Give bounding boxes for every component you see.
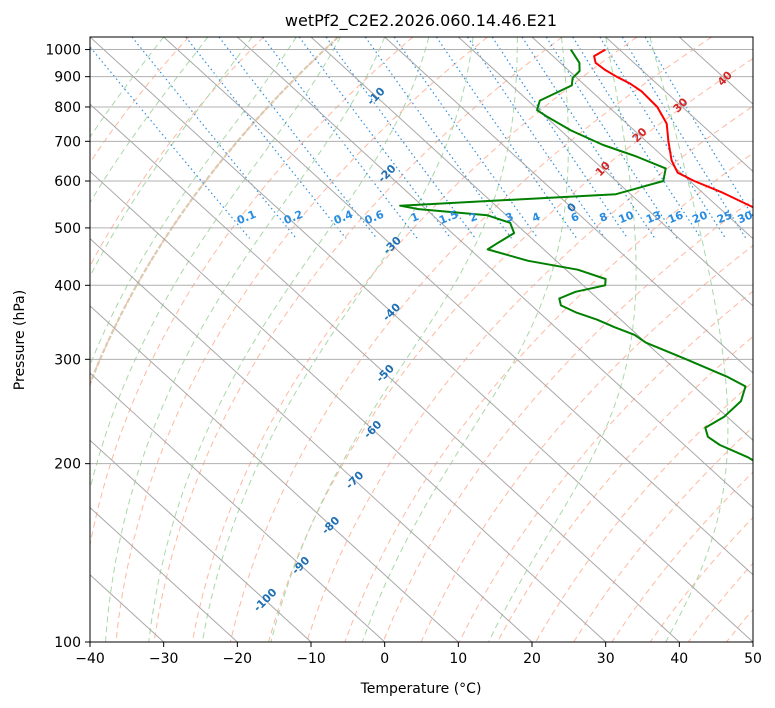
mixing-ratio-line xyxy=(185,37,347,239)
moist-adiabat-line xyxy=(148,37,430,642)
isotherm-line xyxy=(163,37,753,576)
y-axis-label: Pressure (hPa) xyxy=(12,290,28,390)
reference-adiabat-line xyxy=(90,37,339,387)
dry-adiabat-line xyxy=(90,37,414,548)
x-axis-label: Temperature (°C) xyxy=(360,681,482,697)
dry-adiabat-line xyxy=(90,37,264,267)
y-tick-label: 200 xyxy=(54,457,81,473)
background-lines xyxy=(90,37,753,642)
plot-frame xyxy=(89,36,754,643)
x-tick-label: −30 xyxy=(149,651,179,667)
moist-adiabat-line xyxy=(201,37,474,642)
mixing-ratio-label: 30 xyxy=(736,208,755,226)
mixing-ratio-line xyxy=(131,37,297,239)
dry-adiabat-line xyxy=(496,335,753,642)
x-tick-label: 50 xyxy=(744,651,762,667)
x-axis-ticks: −40 −30 −20 −10 0 10 20 30 40 50 xyxy=(75,642,762,667)
mixing-ratio-line xyxy=(90,46,251,239)
dry-adiabat-line xyxy=(306,105,753,642)
mixing-ratio-line xyxy=(262,37,418,239)
mixing-ratio-label: 13 xyxy=(644,209,663,227)
mixing-ratio-line xyxy=(621,37,747,239)
y-tick-label: 900 xyxy=(54,70,81,86)
x-tick-label: 30 xyxy=(597,651,615,667)
y-tick-label: 1000 xyxy=(45,43,81,59)
mixing-ratio-label: 25 xyxy=(715,209,734,227)
dewpoint-profile-line xyxy=(399,49,753,462)
mixing-ratio-label: 10 xyxy=(617,208,636,226)
isotherm-line xyxy=(90,37,753,642)
mixing-ratio-label: 16 xyxy=(666,208,685,226)
isotherm-line xyxy=(90,170,607,642)
mixing-ratio-line xyxy=(298,37,452,239)
mixing-ratio-line xyxy=(599,37,727,239)
x-tick-label: −40 xyxy=(75,651,105,667)
dry-adiabat-line xyxy=(90,37,190,164)
dry-adiabat-line xyxy=(382,198,753,642)
dry-adiabat-line xyxy=(191,37,638,642)
y-tick-label: 300 xyxy=(54,352,81,368)
mixing-ratio-line xyxy=(393,37,539,239)
x-tick-label: −20 xyxy=(223,651,253,667)
dry-adiabat-line xyxy=(115,37,488,642)
y-tick-label: 100 xyxy=(54,635,81,651)
y-tick-label: 800 xyxy=(54,100,81,116)
mixing-ratio-label: 3 xyxy=(504,210,516,225)
moist-adiabat-line xyxy=(90,37,297,367)
isotherm-line xyxy=(90,372,386,642)
temperature-profile-line xyxy=(593,48,753,209)
isotherm-line xyxy=(457,37,753,307)
moist-adiabat-line xyxy=(361,37,569,642)
isotherm-line xyxy=(90,103,680,642)
moist-adiabat-line xyxy=(649,37,729,642)
isotherms xyxy=(90,37,753,642)
x-tick-label: 20 xyxy=(523,651,541,667)
dry-adiabat-line xyxy=(153,37,563,642)
mixing-ratio-label: 20 xyxy=(690,208,709,226)
y-tick-label: 700 xyxy=(54,134,81,150)
dry-adiabat-line xyxy=(535,381,753,642)
moist-adiabat-line xyxy=(90,37,253,278)
x-tick-label: 0 xyxy=(380,651,389,667)
moist-adiabat-line xyxy=(90,37,341,491)
isotherm-line xyxy=(531,37,753,240)
isotherm-line xyxy=(384,37,753,374)
mixing-ratio-line xyxy=(644,37,753,218)
isotherm-line xyxy=(90,439,312,642)
isotherm-line xyxy=(236,37,753,509)
mixing-ratio-label: 1 xyxy=(409,210,421,225)
y-tick-label: 400 xyxy=(54,278,81,294)
isotherm-line xyxy=(90,506,238,642)
pressure-gridlines xyxy=(90,49,753,642)
moist-adiabat-line xyxy=(488,37,637,642)
profile-lines xyxy=(399,48,753,462)
moist-adiabat-line xyxy=(90,37,165,139)
isotherm-line xyxy=(605,37,753,173)
moist-adiabat-line xyxy=(105,37,386,642)
mixing-ratio-label: 8 xyxy=(598,210,610,225)
x-tick-label: −10 xyxy=(296,651,326,667)
mixing-ratio-line xyxy=(364,37,512,239)
dry-adiabat-line xyxy=(268,57,753,642)
moist-adiabat-line xyxy=(90,37,209,204)
x-tick-label: 10 xyxy=(449,651,467,667)
moist-adiabat-line xyxy=(270,37,518,642)
chart-title: wetPf2_C2E2.2026.060.14.46.E21 xyxy=(285,11,557,31)
y-tick-label: 500 xyxy=(54,221,81,237)
isotherm-line xyxy=(90,237,533,642)
y-tick-label: 600 xyxy=(54,174,81,190)
isotherm-line xyxy=(90,305,459,642)
mixing-ratio-label: 2 xyxy=(467,210,479,225)
y-axis-ticks: 100 200 300 400 500 600 700 800 900 1000 xyxy=(45,43,90,651)
x-tick-label: 40 xyxy=(670,651,688,667)
